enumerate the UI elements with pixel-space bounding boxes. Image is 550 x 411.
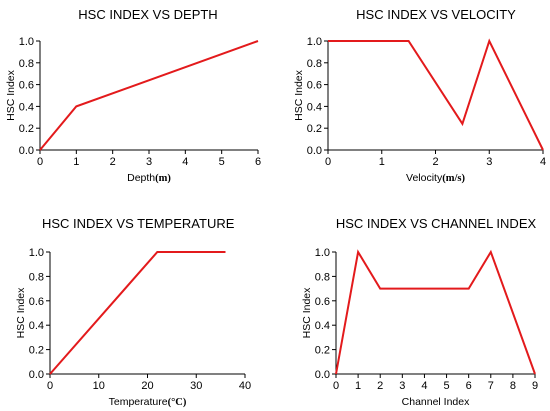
- x-axis-label: Temperature(°C): [109, 396, 187, 408]
- y-tick-label: 0.2: [307, 123, 322, 135]
- x-tick-label: 8: [510, 380, 516, 392]
- chart-title: HSC INDEX VS VELOCITY: [356, 7, 516, 22]
- x-axis-label: Velocity(m/s): [406, 172, 465, 184]
- x-tick-label: 3: [146, 156, 152, 168]
- x-tick-label: 40: [239, 380, 251, 392]
- x-tick-label: 0: [47, 380, 53, 392]
- chart-title: HSC INDEX VS CHANNEL INDEX: [336, 216, 537, 231]
- x-axis-label-text: Depth: [127, 172, 155, 184]
- y-tick-label: 0.4: [315, 320, 330, 332]
- x-tick-label: 10: [93, 380, 105, 392]
- x-tick-label: 2: [110, 156, 116, 168]
- y-tick-label: 0.6: [315, 296, 330, 308]
- x-tick-label: 1: [73, 156, 79, 168]
- x-tick-label: 0: [37, 156, 43, 168]
- chart-panel-2: HSC INDEX VS TEMPERATURE 0.0 0.2 0.4 0.6 0.8 1…: [15, 216, 251, 408]
- x-tick-label: 5: [443, 380, 449, 392]
- y-tick-label: 0.4: [19, 101, 34, 113]
- y-tick-label: 1.0: [19, 36, 34, 48]
- x-tick-label: 6: [466, 380, 472, 392]
- y-tick-label: 0.2: [19, 123, 34, 135]
- y-axis-label: HSC Index: [5, 69, 17, 121]
- x-tick-label: 6: [255, 156, 261, 168]
- x-tick-label: 30: [190, 380, 202, 392]
- x-tick-label: 4: [421, 380, 427, 392]
- x-tick-label: 0: [325, 156, 331, 168]
- x-tick-label: 2: [432, 156, 438, 168]
- series-line: [49, 251, 226, 375]
- x-tick-label: 0: [333, 380, 339, 392]
- x-axis-label-unit: (m): [155, 173, 171, 184]
- y-tick-label: 0.4: [307, 101, 322, 113]
- x-axis-label-unit: (m/s): [442, 173, 465, 184]
- y-tick-label: 1.0: [315, 247, 330, 259]
- chart-title: HSC INDEX VS DEPTH: [78, 7, 217, 22]
- x-axis-label: Depth(m): [127, 172, 171, 184]
- y-axis-label: HSC Index: [15, 287, 27, 339]
- y-tick-label: 0.0: [307, 145, 322, 157]
- x-tick-label: 5: [219, 156, 225, 168]
- y-tick-label: 0.2: [29, 345, 44, 357]
- chart-panel-1: HSC INDEX VS VELOCITY 0.0 0.2 0.4 0.6 0.8 1.0 0…: [293, 7, 546, 184]
- y-tick-label: 0.6: [307, 80, 322, 92]
- series-line: [328, 38, 544, 151]
- y-tick-label: 0.0: [315, 369, 330, 381]
- series-line: [335, 249, 536, 375]
- x-tick-label: 4: [182, 156, 188, 168]
- y-tick-label: 0.6: [19, 80, 34, 92]
- y-tick-label: 0.8: [29, 271, 44, 283]
- y-tick-label: 1.0: [307, 36, 322, 48]
- x-tick-label: 1: [355, 380, 361, 392]
- y-tick-label: 0.6: [29, 296, 44, 308]
- x-axis-label-text: Channel Index: [402, 396, 470, 408]
- x-axis-label: Channel Index: [402, 396, 470, 408]
- chart-panel-0: HSC INDEX VS DEPTH 0.0 0.2 0.4 0.6 0.8 1.0 0 1 2 3…: [5, 7, 261, 184]
- x-tick-label: 2: [377, 380, 383, 392]
- y-tick-label: 0.2: [315, 345, 330, 357]
- x-axis-label-text: Velocity: [406, 172, 443, 184]
- y-axis-label: HSC Index: [301, 287, 313, 339]
- y-tick-label: 0.8: [307, 58, 322, 70]
- y-tick-label: 0.8: [315, 271, 330, 283]
- chart-panel-3: HSC INDEX VS CHANNEL INDEX 0.0 0.2 0.4 0.6 0.…: [301, 216, 538, 408]
- chart-title: HSC INDEX VS TEMPERATURE: [42, 216, 235, 231]
- y-tick-label: 1.0: [29, 247, 44, 259]
- series-line: [39, 40, 259, 151]
- x-axis-label-unit: (°C): [168, 397, 187, 408]
- x-tick-label: 3: [486, 156, 492, 168]
- y-tick-label: 0.8: [19, 58, 34, 70]
- x-tick-label: 9: [532, 380, 538, 392]
- x-tick-label: 7: [488, 380, 494, 392]
- x-tick-label: 1: [379, 156, 385, 168]
- y-tick-label: 0.0: [29, 369, 44, 381]
- y-axis-label: HSC Index: [293, 69, 305, 121]
- x-tick-label: 3: [399, 380, 405, 392]
- y-tick-label: 0.4: [29, 320, 44, 332]
- x-tick-label: 4: [540, 156, 546, 168]
- x-tick-label: 20: [141, 380, 153, 392]
- y-tick-label: 0.0: [19, 145, 34, 157]
- x-axis-label-text: Temperature: [109, 396, 168, 408]
